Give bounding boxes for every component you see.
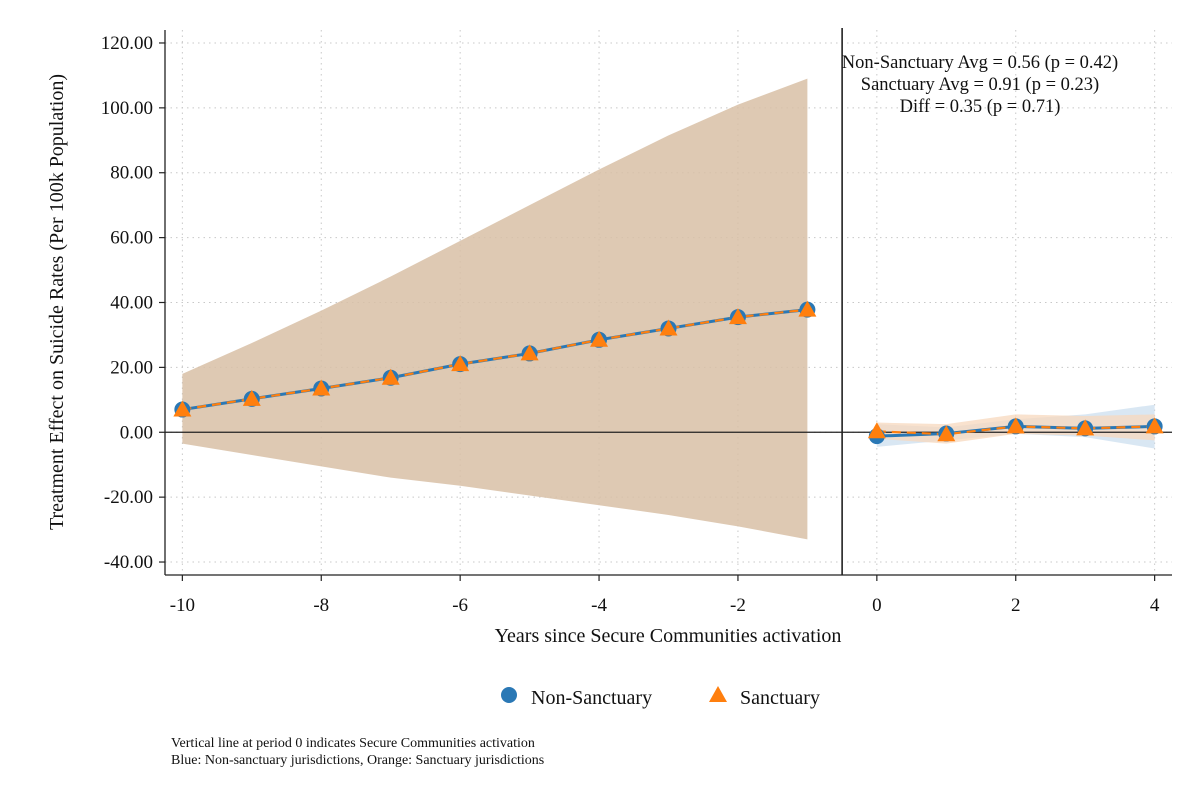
sanctuary-point <box>798 300 817 317</box>
sanctuary-point <box>659 319 678 336</box>
y-tick-label: 100.00 <box>101 98 153 119</box>
legend-sanctuary-marker <box>709 686 727 702</box>
sanctuary-point <box>451 355 470 372</box>
sanctuary-point <box>867 422 886 439</box>
sanctuary-point <box>728 308 747 325</box>
sanctuary-point <box>1006 417 1025 434</box>
sanctuary-point <box>173 400 192 417</box>
y-tick-label: 60.00 <box>110 228 153 249</box>
x-tick-label: 2 <box>1011 595 1021 616</box>
sanctuary-point <box>312 379 331 396</box>
confidence-bands <box>182 78 1155 540</box>
ci-band-pre-period <box>182 78 808 540</box>
y-tick-label: 80.00 <box>110 163 153 184</box>
sanctuary-point <box>590 330 609 347</box>
y-axis-ticks: -40.00 -20.00 0.00 20.00 40.00 60.00 80.00 100.… <box>101 33 165 573</box>
y-axis-title: Treatment Effect on Suicide Rates (Per 1… <box>46 74 68 530</box>
x-tick-label: -2 <box>730 595 746 616</box>
sanctuary-line <box>182 308 808 411</box>
sanctuary-point <box>381 368 400 385</box>
x-tick-label: -4 <box>591 595 607 616</box>
x-tick-label: -8 <box>313 595 329 616</box>
legend-non-sanctuary-marker <box>501 687 517 703</box>
legend: Non-Sanctuary Sanctuary <box>501 686 820 709</box>
sanctuary-point <box>242 389 261 406</box>
annotation-box: Non-Sanctuary Avg = 0.56 (p = 0.42) Sanc… <box>842 53 1118 117</box>
annotation-non-sanctuary-avg: Non-Sanctuary Avg = 0.56 (p = 0.42) <box>842 53 1118 73</box>
y-tick-label: -20.00 <box>104 487 153 508</box>
x-tick-label: -10 <box>170 595 195 616</box>
y-tick-label: 40.00 <box>110 293 153 314</box>
sanctuary-point <box>520 344 539 361</box>
y-tick-label: 120.00 <box>101 33 153 54</box>
x-axis-ticks: -10 -8 -6 -4 -2 0 2 4 <box>170 575 1160 616</box>
note-line-2: Blue: Non-sanctuary jurisdictions, Orang… <box>171 753 544 768</box>
sanctuary-point <box>1145 417 1164 434</box>
note-line-1: Vertical line at period 0 indicates Secu… <box>171 736 535 751</box>
y-tick-label: 0.00 <box>120 422 153 443</box>
series-markers <box>173 300 1164 445</box>
legend-sanctuary-label: Sanctuary <box>740 687 820 709</box>
sanctuary-point <box>1076 419 1095 436</box>
annotation-sanctuary-avg: Sanctuary Avg = 0.91 (p = 0.23) <box>861 75 1099 95</box>
reference-lines <box>165 28 1172 575</box>
sanctuary-point <box>937 425 956 442</box>
y-tick-label: 20.00 <box>110 357 153 378</box>
x-tick-label: 0 <box>872 595 882 616</box>
annotation-diff: Diff = 0.35 (p = 0.71) <box>900 97 1061 117</box>
y-tick-label: -40.00 <box>104 552 153 573</box>
x-axis-title: Years since Secure Communities activatio… <box>495 625 842 647</box>
legend-non-sanctuary-label: Non-Sanctuary <box>531 687 652 709</box>
x-tick-label: -6 <box>452 595 468 616</box>
x-tick-label: 4 <box>1150 595 1160 616</box>
